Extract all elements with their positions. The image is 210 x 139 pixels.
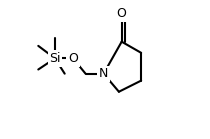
Text: N: N (99, 67, 108, 80)
Text: Si: Si (49, 52, 61, 65)
Text: O: O (117, 7, 127, 20)
Text: O: O (68, 52, 78, 65)
